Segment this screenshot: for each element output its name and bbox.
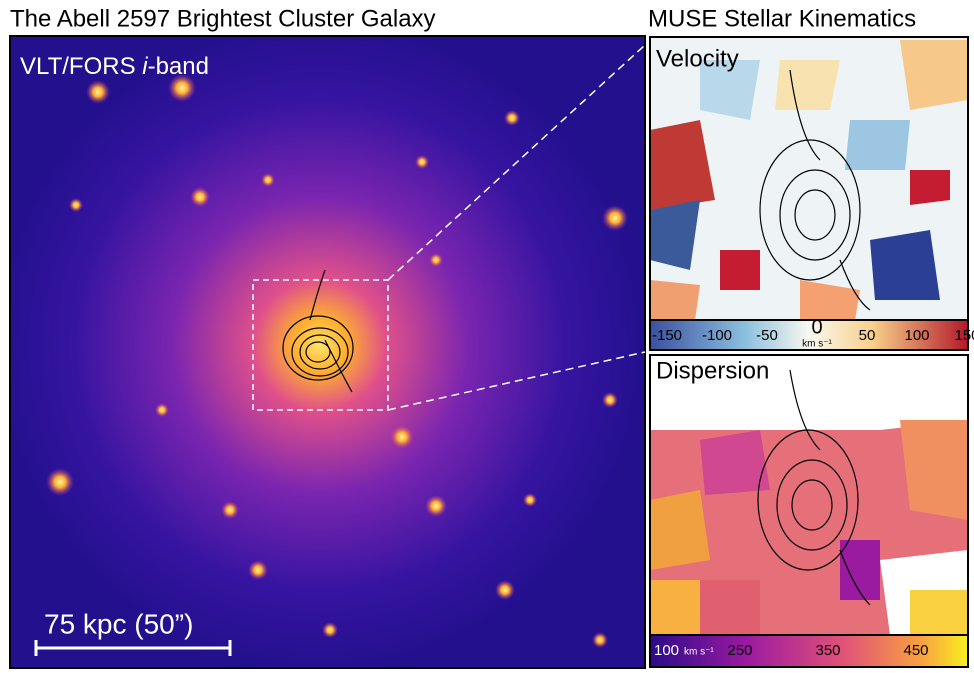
panel-label: Dispersion [656,357,769,384]
colorbar-tick-label: 100 [904,327,929,344]
left-title: The Abell 2597 Brightest Cluster Galaxy [10,5,436,32]
scale-bar-label: 75 kpc (50”) [44,608,193,639]
colorbar-unit: km s⁻¹ [802,339,832,350]
optical-image [10,36,645,668]
colorbar-tick-label: 0 [811,316,822,338]
label-text: -band [148,53,209,80]
colorbar-tick-label: 450 [903,642,928,659]
colorbar-tick-label: 50 [859,327,876,344]
panel-label: Velocity [656,45,739,72]
colorbar-tick-label: -50 [756,327,778,344]
colorbar-tick-label: 350 [815,642,840,659]
colorbar-tick-label: 150 [954,327,974,344]
right-title: MUSE Stellar Kinematics [648,5,916,32]
colorbar-tick-label: 100 [654,642,679,659]
colorbar-tick-label: 250 [727,642,752,659]
page: The Abell 2597 Brightest Cluster Galaxy … [0,0,974,673]
label-text: VLT/FORS [20,53,142,80]
image-label: VLT/FORS i-band [20,53,209,80]
colorbar-tick-label: -100 [702,327,732,344]
dispersion-map [650,355,968,635]
colorbar-unit: km s⁻¹ [684,647,714,658]
colorbar-tick-label: -150 [652,327,682,344]
velocity-map [650,37,968,320]
figure: The Abell 2597 Brightest Cluster Galaxy … [0,0,974,673]
